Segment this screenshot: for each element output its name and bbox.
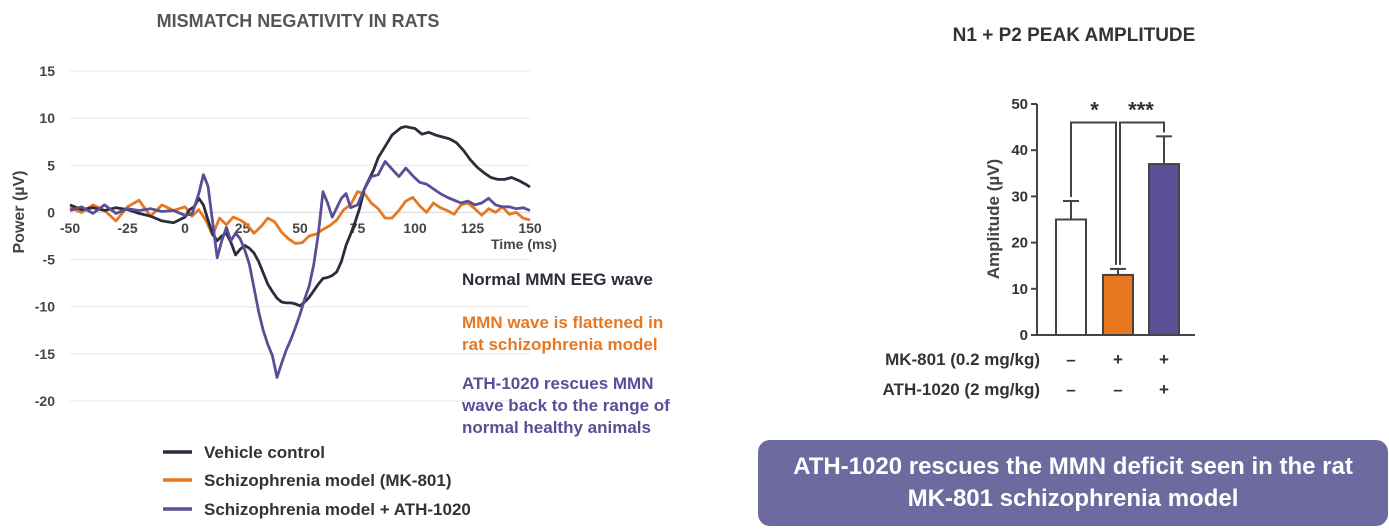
mmn-annotation-line: Normal MMN EEG wave <box>462 270 653 289</box>
amp-condition-row-label: MK-801 (0.2 mg/kg) <box>885 350 1040 369</box>
mmn-chart-title: MISMATCH NEGATIVITY IN RATS <box>157 11 440 31</box>
amp-condition-cell: + <box>1159 380 1169 399</box>
amplitude-bar-chart: N1 + P2 PEAK AMPLITUDE Amplitude (µV) 50… <box>883 25 1196 399</box>
mmn-legend-label: Vehicle control <box>204 443 325 462</box>
mmn-annotation-line: wave back to the range of <box>461 396 670 415</box>
mmn-annotations: Normal MMN EEG wave MMN wave is flattened… <box>461 270 670 437</box>
mmn-series-line-0 <box>69 125 531 308</box>
mmn-y-tick-label: -5 <box>43 252 56 268</box>
mmn-annotation-line: rat schizophrenia model <box>462 335 658 354</box>
amp-bar <box>1148 163 1180 336</box>
mmn-legend-label: Schizophrenia model (MK-801) <box>204 471 451 490</box>
amp-condition-cell: – <box>1066 380 1075 399</box>
mmn-y-tick-label: 10 <box>39 110 55 126</box>
amp-condition-cell: – <box>1113 380 1122 399</box>
mmn-x-tick-label: 0 <box>181 220 189 236</box>
amp-condition-cell: – <box>1066 350 1075 369</box>
mmn-y-tick-label: 15 <box>39 63 55 79</box>
summary-banner: ATH-1020 rescues the MMN deficit seen in… <box>758 440 1388 526</box>
mmn-y-tick-label: -10 <box>35 299 55 315</box>
mmn-annotation: Normal MMN EEG wave <box>462 270 653 289</box>
amp-condition-table: MK-801 (0.2 mg/kg) – + + ATH-1020 (2 mg/kg) –… <box>883 350 1169 399</box>
mmn-annotation: MMN wave is flattened in rat schizophreni… <box>462 313 663 354</box>
mmn-annotation-line: MMN wave is flattened in <box>462 313 663 332</box>
mmn-y-tick-label: -20 <box>35 393 55 409</box>
amp-sig-bracket <box>1070 121 1117 265</box>
mmn-x-tick-label: 125 <box>461 220 485 236</box>
mmn-annotation: ATH-1020 rescues MMN wave back to the ran… <box>461 374 670 437</box>
mmn-y-tick-label: 5 <box>47 157 55 173</box>
mmn-x-tick-label: 100 <box>403 220 427 236</box>
amp-bar <box>1055 218 1087 336</box>
amp-significance: * *** <box>1070 97 1165 265</box>
mmn-line-chart: MISMATCH NEGATIVITY IN RATS 151050-5-10-… <box>11 11 670 519</box>
mmn-gridlines <box>70 70 530 402</box>
mmn-x-tick-label: -50 <box>60 220 80 236</box>
mmn-y-tick-labels: 15 10 5 0 -5 -10 -15 -20 <box>35 63 55 409</box>
mmn-x-axis-label: Time (ms) <box>491 236 557 252</box>
amp-y-tick-label: 50 <box>1011 96 1028 113</box>
mmn-x-tick-label: 50 <box>292 220 308 236</box>
amp-y-tick-label: 40 <box>1011 142 1028 159</box>
mmn-y-axis-label: Power (µV) <box>11 170 28 253</box>
amp-sig-label: * <box>1090 97 1099 122</box>
amp-y-tick-label: 20 <box>1011 235 1028 252</box>
amp-y-tick-label: 30 <box>1011 188 1028 205</box>
mmn-y-tick-label: 0 <box>47 204 55 220</box>
mmn-x-tick-labels: -50 -25 0 25 50 75 100 125 150 <box>60 220 542 236</box>
amp-condition-row-label: ATH-1020 (2 mg/kg) <box>883 380 1040 399</box>
amp-y-tick-label: 10 <box>1011 281 1028 298</box>
amp-sig-label: *** <box>1128 97 1154 122</box>
amp-y-tick-label: 0 <box>1020 327 1028 344</box>
mmn-series-line-1 <box>69 190 531 245</box>
amp-bar <box>1102 273 1134 337</box>
amp-bars <box>1055 135 1180 337</box>
amp-y-axis-label: Amplitude (µV) <box>984 159 1003 279</box>
mmn-annotation-line: ATH-1020 rescues MMN <box>462 374 653 393</box>
mmn-series-line-2 <box>69 160 531 379</box>
mmn-y-tick-label: -15 <box>35 346 55 362</box>
mmn-legend-label: Schizophrenia model + ATH-1020 <box>204 500 471 519</box>
mmn-legend: Vehicle control Schizophrenia model (MK-8… <box>163 443 471 519</box>
amp-chart-title: N1 + P2 PEAK AMPLITUDE <box>953 25 1196 46</box>
mmn-x-tick-label: -25 <box>117 220 137 236</box>
mmn-x-tick-label: 150 <box>518 220 542 236</box>
mmn-series-lines <box>69 125 531 379</box>
summary-banner-text: ATH-1020 rescues the MMN deficit seen in… <box>793 453 1353 512</box>
amp-sig-bracket <box>1119 121 1165 265</box>
mmn-annotation-line: normal healthy animals <box>462 418 651 437</box>
amp-condition-cell: + <box>1113 350 1123 369</box>
amp-condition-cell: + <box>1159 350 1169 369</box>
